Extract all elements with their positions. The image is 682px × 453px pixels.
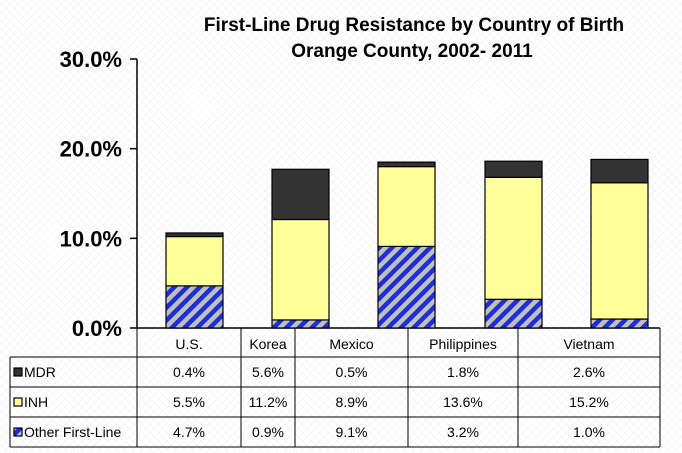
bar-inh-vietnam <box>590 182 649 320</box>
legend-label-other-first-line: Other First-Line <box>24 424 121 440</box>
bar-other-first-line-u-s <box>165 285 224 329</box>
bar-mdr-vietnam <box>590 158 649 184</box>
legend-label-mdr: MDR <box>24 364 56 380</box>
bar-inh-mexico <box>377 166 436 248</box>
x-tick-label-u-s: U.S. <box>175 336 202 352</box>
data-label-other-first-line-korea: 0.9% <box>252 424 284 440</box>
chart-title: First-Line Drug Resistance by Country of… <box>204 15 624 36</box>
legend-swatch-other-first-line <box>13 427 23 437</box>
bar-mdr-mexico <box>377 161 436 168</box>
chart-subtitle: Orange County, 2002- 2011 <box>291 41 533 62</box>
data-label-mdr-u-s: 0.4% <box>173 364 205 380</box>
data-label-other-first-line-vietnam: 1.0% <box>573 424 605 440</box>
data-label-other-first-line-u-s: 4.7% <box>173 424 205 440</box>
bar-other-first-line-korea <box>271 319 330 329</box>
bar-mdr-korea <box>271 168 330 221</box>
data-label-inh-u-s: 5.5% <box>173 394 205 410</box>
x-tick-label-mexico: Mexico <box>329 336 374 352</box>
y-tick-label: 0.0% <box>72 316 122 341</box>
data-label-mdr-philippines: 1.8% <box>447 364 479 380</box>
x-tick-label-vietnam: Vietnam <box>563 336 614 352</box>
data-table: U.S. Korea Mexico Philippines Vietnam MDR 0.4%… <box>9 328 661 448</box>
data-label-other-first-line-philippines: 3.2% <box>447 424 479 440</box>
bar-inh-philippines <box>484 176 543 300</box>
y-tick-label: 10.0% <box>60 226 122 251</box>
legend-swatch-inh <box>13 397 23 407</box>
bar-other-first-line-philippines <box>484 298 543 329</box>
bar-mdr-u-s <box>165 232 224 238</box>
bar-inh-u-s <box>165 235 224 287</box>
bars <box>165 158 649 329</box>
y-tick-label: 20.0% <box>60 137 122 162</box>
data-label-inh-mexico: 8.9% <box>336 394 368 410</box>
bar-mdr-philippines <box>484 160 543 178</box>
x-tick-label-korea: Korea <box>249 336 287 352</box>
data-label-inh-korea: 11.2% <box>249 394 288 410</box>
bar-other-first-line-mexico <box>377 245 436 329</box>
data-label-inh-vietnam: 15.2% <box>569 394 609 410</box>
data-label-other-first-line-mexico: 9.1% <box>336 424 368 440</box>
data-label-mdr-mexico: 0.5% <box>336 364 368 380</box>
y-axis: 0.0% 10.0% 20.0% 30.0% <box>60 47 660 341</box>
x-tick-label-philippines: Philippines <box>429 336 497 352</box>
y-tick-label: 30.0% <box>60 47 122 72</box>
legend-label-inh: INH <box>24 394 48 410</box>
data-label-mdr-korea: 5.6% <box>252 364 284 380</box>
bar-other-first-line-vietnam <box>590 318 649 329</box>
data-label-mdr-vietnam: 2.6% <box>573 364 605 380</box>
data-label-inh-philippines: 13.6% <box>443 394 483 410</box>
bar-inh-korea <box>271 218 330 321</box>
legend-swatch-mdr <box>13 367 23 377</box>
